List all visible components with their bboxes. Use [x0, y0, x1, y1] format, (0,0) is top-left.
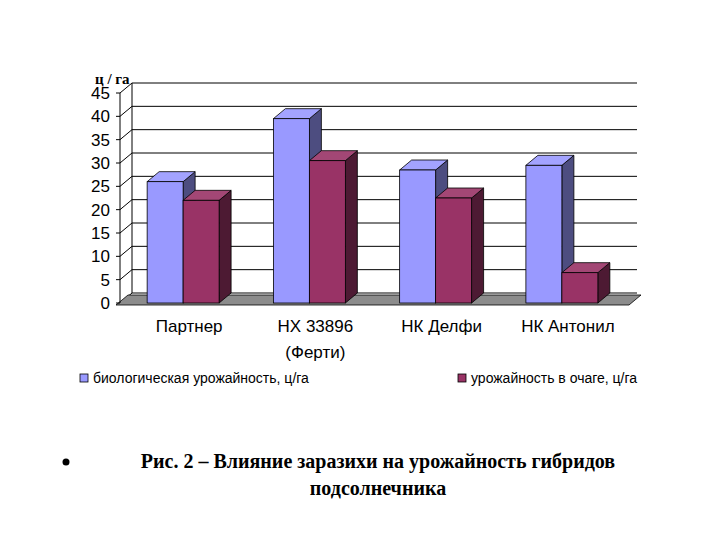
bar-front	[273, 119, 309, 303]
bar-front	[309, 161, 345, 303]
label-line: НХ 33896	[278, 317, 354, 336]
y-axis	[120, 93, 121, 303]
title: Рис. 2 – Влияние заразихи на урожайность…	[141, 450, 616, 499]
y-tick-label: 0	[101, 294, 110, 313]
bar-side	[219, 190, 231, 303]
bar-side	[345, 151, 357, 303]
title-line: Рис. 2 – Влияние заразихи на урожайность…	[141, 450, 616, 473]
y-label: ц / га	[95, 71, 130, 87]
bullet	[63, 459, 70, 466]
y-tick-label: 40	[91, 107, 110, 126]
chart: 051015202530354045ц / гаПартнерНХ 33896(…	[0, 0, 720, 540]
x-tick-label: НК Антонил	[521, 317, 614, 336]
bar	[562, 263, 610, 303]
y-tick-label: 5	[101, 271, 110, 290]
grid-line	[120, 130, 637, 140]
y-tick-label: 15	[91, 224, 110, 243]
y-tick	[116, 163, 120, 164]
legend-swatch	[458, 374, 466, 382]
y-tick-label: 30	[91, 154, 110, 173]
legend-label: биологическая урожайность, ц/га	[93, 370, 309, 386]
x-tick-label: Партнер	[156, 317, 223, 336]
y-tick	[116, 279, 120, 280]
y-tick-label: 35	[91, 131, 110, 150]
bar-top	[436, 188, 484, 198]
grid-line	[120, 106, 637, 116]
title-line: подсолнечника	[310, 477, 446, 499]
grid-line	[120, 83, 637, 93]
y-tick	[116, 209, 120, 210]
bar-top	[562, 263, 610, 273]
y-tick	[116, 256, 120, 257]
label-line: (Ферти)	[285, 343, 345, 362]
bar	[436, 188, 484, 303]
bar-front	[400, 170, 436, 303]
bar-top	[273, 109, 321, 119]
bar-front	[147, 182, 183, 303]
y-tick	[116, 139, 120, 140]
bar-top	[526, 155, 574, 165]
bars	[147, 109, 610, 303]
bar	[183, 190, 231, 303]
y-tick-label: 10	[91, 247, 110, 266]
x-tick-label: НК Делфи	[401, 317, 482, 336]
bar-top	[309, 151, 357, 161]
y-tick	[116, 186, 120, 187]
y-tick-label: 20	[91, 201, 110, 220]
bar-top	[147, 172, 195, 182]
y-tick-label: 25	[91, 177, 110, 196]
y-tick	[116, 303, 120, 304]
y-tick	[116, 116, 120, 117]
y-tick	[116, 93, 120, 94]
y-tick	[116, 233, 120, 234]
wall-edge	[132, 83, 133, 293]
legend-label: урожайность в очаге, ц/га	[471, 370, 637, 386]
x-tick-label: НХ 33896 (Ферти)	[278, 317, 354, 362]
bar-front	[526, 165, 562, 303]
bar-front	[562, 273, 598, 303]
bar-side	[472, 188, 484, 303]
bar-top	[400, 160, 448, 170]
bar-top	[183, 190, 231, 200]
bar-front	[436, 198, 472, 303]
legend-swatch	[80, 374, 88, 382]
bar	[309, 151, 357, 303]
bar-front	[183, 200, 219, 303]
